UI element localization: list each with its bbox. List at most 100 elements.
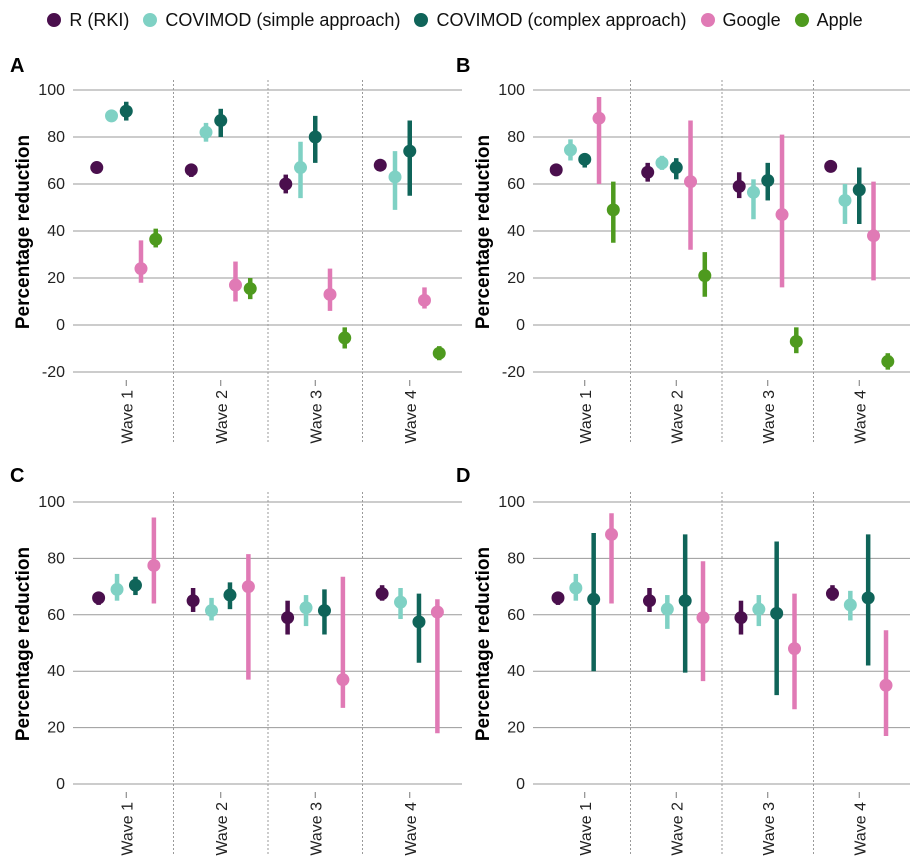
- data-point: [149, 232, 163, 246]
- data-point: [734, 611, 748, 625]
- legend-label: R (RKI): [69, 9, 130, 30]
- panel-c: C Percentage reduction 0 20 40 60 80 100 Wave 1 W…: [10, 465, 462, 856]
- data-point: [843, 598, 857, 612]
- data-point: [373, 158, 387, 172]
- y-tick-label: 0: [516, 776, 525, 793]
- legend-dot-icon: [414, 13, 429, 27]
- y-tick-label: 80: [47, 550, 65, 567]
- legend-label: Google: [722, 9, 781, 30]
- y-tick-label: 100: [38, 494, 65, 511]
- y-tick-label: 100: [38, 82, 65, 99]
- x-tick-label: Wave 2: [669, 390, 686, 444]
- y-tick-label: 20: [47, 270, 65, 287]
- data-point: [323, 287, 337, 301]
- data-point: [199, 125, 213, 139]
- data-point: [569, 581, 583, 595]
- data-point: [281, 611, 295, 625]
- y-tick-label: 40: [507, 663, 525, 680]
- data-point: [752, 602, 766, 616]
- x-tick-label: Wave 1: [119, 802, 136, 856]
- legend-label: COVIMOD (complex approach): [436, 9, 687, 30]
- y-tick-label: 20: [507, 270, 525, 287]
- data-point: [678, 594, 692, 608]
- panel-letter: C: [10, 465, 24, 487]
- data-point: [432, 346, 446, 360]
- data-point: [403, 144, 417, 158]
- data-point: [641, 165, 655, 179]
- legend-item-covimod-complex: COVIMOD (complex approach): [414, 9, 687, 31]
- data-point: [824, 159, 838, 173]
- data-point: [186, 594, 200, 608]
- panel-d: D Percentage reduction 0 20 40 60 80 100 Wave 1 W…: [456, 465, 910, 856]
- data-point: [642, 594, 656, 608]
- y-tick-label: 20: [47, 720, 65, 737]
- x-tick-label: Wave 4: [852, 390, 869, 444]
- x-tick-label: Wave 2: [214, 390, 231, 444]
- y-axis-label: Percentage reduction: [13, 547, 34, 741]
- data-point: [243, 282, 257, 296]
- data-point: [549, 163, 563, 177]
- data-point: [578, 152, 592, 166]
- y-axis-label: Percentage reduction: [473, 547, 494, 741]
- legend: R (RKI) COVIMOD (simple approach) COVIMO…: [0, 0, 910, 40]
- data-point: [606, 203, 620, 217]
- data-point: [308, 130, 322, 144]
- data-point: [299, 601, 313, 615]
- data-point: [223, 588, 237, 602]
- data-point: [214, 114, 228, 128]
- y-tick-label: -20: [42, 364, 65, 381]
- legend-dot-icon: [143, 13, 158, 27]
- y-tick-label: -20: [502, 364, 525, 381]
- x-tick-label: Wave 3: [308, 390, 325, 444]
- legend-dot-icon: [47, 13, 62, 27]
- data-point: [128, 578, 142, 592]
- x-tick-label: Wave 4: [852, 802, 869, 856]
- y-tick-label: 80: [507, 550, 525, 567]
- y-tick-label: 60: [507, 607, 525, 624]
- y-tick-label: 100: [498, 82, 525, 99]
- y-tick-label: 60: [47, 607, 65, 624]
- data-point: [698, 269, 712, 283]
- data-point: [279, 177, 293, 191]
- data-point: [336, 673, 350, 687]
- x-tick-label: Wave 3: [761, 802, 778, 856]
- data-point: [551, 591, 565, 605]
- data-point: [684, 175, 698, 189]
- y-axis-label: Percentage reduction: [473, 135, 494, 329]
- data-point: [430, 605, 444, 619]
- data-point: [105, 109, 119, 123]
- legend-label: Apple: [816, 9, 863, 30]
- data-point: [294, 161, 308, 175]
- data-point: [317, 604, 331, 618]
- data-point: [228, 278, 242, 292]
- data-point: [605, 527, 619, 541]
- legend-item-covimod-simple: COVIMOD (simple approach): [143, 10, 400, 31]
- data-point: [563, 143, 577, 157]
- data-point: [110, 582, 124, 596]
- data-point: [241, 580, 255, 594]
- x-tick-label: Wave 3: [761, 390, 778, 444]
- x-tick-label: Wave 1: [119, 390, 136, 444]
- legend-label: COVIMOD (simple approach): [165, 9, 401, 30]
- data-point: [388, 170, 402, 184]
- data-point: [184, 163, 198, 177]
- legend-item-rki: R (RKI): [47, 10, 129, 31]
- y-tick-label: 40: [47, 223, 65, 240]
- panel-letter: D: [456, 465, 470, 487]
- panel-letter: B: [456, 55, 470, 77]
- panel-b: B Percentage reduction -20 0 20 40 60 80 100 Wave…: [456, 55, 910, 444]
- data-point: [90, 161, 104, 175]
- data-point: [660, 602, 674, 616]
- data-point: [775, 208, 789, 222]
- y-tick-label: 60: [507, 176, 525, 193]
- legend-item-apple: Apple: [794, 9, 863, 31]
- panel-letter: A: [10, 55, 24, 77]
- data-point: [375, 587, 389, 601]
- data-point: [770, 606, 784, 620]
- legend-dot-icon: [700, 13, 715, 27]
- data-point: [788, 642, 802, 656]
- legend-item-google: Google: [700, 9, 781, 31]
- data-point: [92, 591, 106, 605]
- y-tick-label: 20: [507, 720, 525, 737]
- y-tick-label: 0: [56, 317, 65, 334]
